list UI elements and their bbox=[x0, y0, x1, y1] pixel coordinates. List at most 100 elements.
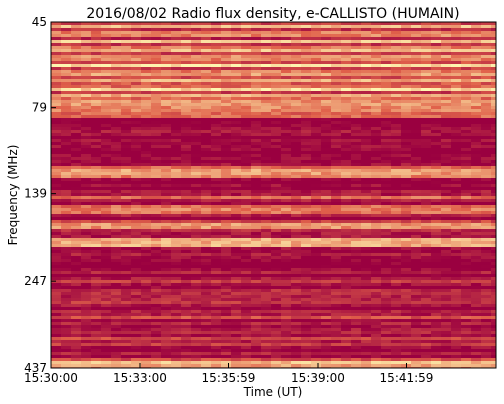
spectrogram-cell bbox=[191, 100, 201, 103]
spectrogram-cell bbox=[51, 151, 61, 154]
spectrogram-cell bbox=[431, 139, 441, 142]
spectrogram-cell bbox=[411, 313, 421, 316]
spectrogram-cell bbox=[111, 49, 121, 52]
spectrogram-cell bbox=[371, 304, 381, 307]
spectrogram-cell bbox=[211, 244, 221, 247]
spectrogram-cell bbox=[461, 334, 471, 337]
spectrogram-cell bbox=[411, 277, 421, 280]
spectrogram-cell bbox=[91, 271, 101, 274]
spectrogram-cell bbox=[101, 91, 111, 94]
spectrogram-cell bbox=[161, 277, 171, 280]
spectrogram-cell bbox=[231, 235, 241, 238]
spectrogram-cell bbox=[411, 322, 421, 325]
spectrogram-cell bbox=[481, 100, 491, 103]
spectrogram-cell bbox=[241, 220, 251, 223]
spectrogram-cell bbox=[371, 214, 381, 217]
spectrogram-cell bbox=[71, 34, 81, 37]
spectrogram-cell bbox=[241, 313, 251, 316]
spectrogram-cell bbox=[411, 217, 421, 220]
spectrogram-cell bbox=[491, 301, 496, 304]
spectrogram-cell bbox=[291, 322, 301, 325]
spectrogram-cell bbox=[491, 259, 496, 262]
spectrogram-cell bbox=[341, 220, 351, 223]
spectrogram-cell bbox=[161, 109, 171, 112]
spectrogram-cell bbox=[391, 133, 401, 136]
spectrogram-cell bbox=[261, 82, 271, 85]
spectrogram-cell bbox=[471, 79, 481, 82]
spectrogram-cell bbox=[201, 142, 211, 145]
spectrogram-cell bbox=[151, 217, 161, 220]
spectrogram-cell bbox=[281, 166, 291, 169]
spectrogram-cell bbox=[431, 136, 441, 139]
spectrogram-cell bbox=[221, 25, 231, 28]
spectrogram-cell bbox=[391, 301, 401, 304]
spectrogram-cell bbox=[391, 253, 401, 256]
spectrogram-cell bbox=[141, 283, 151, 286]
spectrogram-cell bbox=[291, 64, 301, 67]
spectrogram-cell bbox=[221, 322, 231, 325]
spectrogram-cell bbox=[131, 28, 141, 31]
spectrogram-cell bbox=[121, 139, 131, 142]
spectrogram-cell bbox=[491, 343, 496, 346]
spectrogram-cell bbox=[211, 31, 221, 34]
spectrogram-cell bbox=[51, 181, 61, 184]
spectrogram-cell bbox=[91, 286, 101, 289]
spectrogram-cell bbox=[191, 322, 201, 325]
spectrogram-cell bbox=[451, 319, 461, 322]
spectrogram-cell bbox=[371, 139, 381, 142]
spectrogram-cell bbox=[51, 277, 61, 280]
spectrogram-cell bbox=[151, 241, 161, 244]
spectrogram-cell bbox=[161, 283, 171, 286]
spectrogram-cell bbox=[471, 343, 481, 346]
spectrogram-cell bbox=[291, 178, 301, 181]
spectrogram-cell bbox=[391, 73, 401, 76]
spectrogram-cell bbox=[161, 22, 171, 25]
spectrogram-cell bbox=[431, 64, 441, 67]
spectrogram-cell bbox=[161, 199, 171, 202]
spectrogram-cell bbox=[211, 277, 221, 280]
spectrogram-cell bbox=[301, 301, 311, 304]
spectrogram-cell bbox=[401, 25, 411, 28]
spectrogram-cell bbox=[221, 232, 231, 235]
spectrogram-cell bbox=[481, 178, 491, 181]
spectrogram-cell bbox=[271, 70, 281, 73]
spectrogram-cell bbox=[321, 328, 331, 331]
spectrogram-cell bbox=[71, 133, 81, 136]
spectrogram-cell bbox=[381, 127, 391, 130]
spectrogram-cell bbox=[271, 103, 281, 106]
spectrogram-cell bbox=[431, 76, 441, 79]
spectrogram-cell bbox=[141, 259, 151, 262]
spectrogram-cell bbox=[461, 52, 471, 55]
spectrogram-cell bbox=[311, 136, 321, 139]
spectrogram-cell bbox=[91, 85, 101, 88]
spectrogram-cell bbox=[191, 277, 201, 280]
spectrogram-cell bbox=[101, 313, 111, 316]
spectrogram-cell bbox=[131, 130, 141, 133]
spectrogram-cell bbox=[351, 82, 361, 85]
spectrogram-cell bbox=[471, 31, 481, 34]
spectrogram-cell bbox=[441, 340, 451, 343]
spectrogram-cell bbox=[491, 226, 496, 229]
spectrogram-cell bbox=[461, 91, 471, 94]
spectrogram-cell bbox=[191, 202, 201, 205]
spectrogram-cell bbox=[171, 115, 181, 118]
spectrogram-cell bbox=[311, 151, 321, 154]
spectrogram-cell bbox=[341, 244, 351, 247]
spectrogram-cell bbox=[311, 145, 321, 148]
spectrogram-cell bbox=[271, 199, 281, 202]
spectrogram-cell bbox=[231, 295, 241, 298]
spectrogram-cell bbox=[301, 277, 311, 280]
spectrogram-cell bbox=[391, 145, 401, 148]
spectrogram-cell bbox=[381, 226, 391, 229]
spectrogram-cell bbox=[341, 271, 351, 274]
spectrogram-cell bbox=[321, 220, 331, 223]
spectrogram-cell bbox=[391, 157, 401, 160]
spectrogram-cell bbox=[131, 97, 141, 100]
spectrogram-cell bbox=[101, 94, 111, 97]
spectrogram-cell bbox=[481, 70, 491, 73]
spectrogram-cell bbox=[451, 214, 461, 217]
spectrogram-cell bbox=[291, 208, 301, 211]
spectrogram-cell bbox=[471, 325, 481, 328]
spectrogram-cell bbox=[401, 238, 411, 241]
spectrogram-cell bbox=[171, 160, 181, 163]
